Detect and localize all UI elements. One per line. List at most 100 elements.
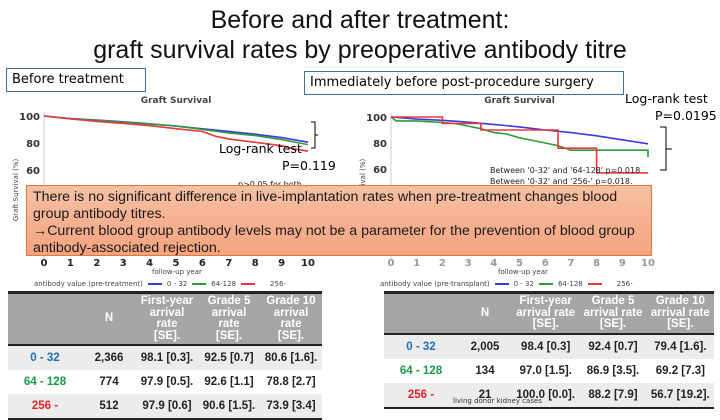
n-cell: 134 — [458, 358, 512, 383]
table-row: 0 - 32 2,005 98.4 [0.3] 92.4 [0.7] 79.4 … — [384, 333, 714, 359]
y5-cell: 92.4 [0.7] — [579, 333, 647, 359]
right-results-table: N First-year arrival rate [SE]. Grade 5 arr… — [384, 291, 714, 409]
left-x-tick: 8 — [252, 258, 259, 269]
right-legend-256: 256- — [616, 280, 633, 288]
table-row: 64 - 128 134 97.0 [1.5]. 86.9 [3.5]. 69.… — [384, 358, 714, 383]
y10-cell: 69.2 [7.3] — [646, 358, 714, 383]
before-surgery-label: Immediately before post-procedure surger… — [304, 71, 624, 95]
left-x-tick: 5 — [173, 258, 180, 269]
right-x-tick: 0 — [388, 258, 395, 269]
legend-swatch-blue — [147, 283, 162, 285]
legend-swatch-green — [538, 283, 553, 285]
right-x-tick: 2 — [439, 258, 446, 269]
left-results-table: N First-year arrival rate [SE]. Grade 5 arr… — [8, 291, 322, 420]
n-cell: 2,366 — [82, 345, 136, 370]
n-cell: 2,005 — [458, 333, 512, 359]
right-legend-0-32: 0 - 32 — [513, 280, 534, 288]
right-x-tick: 10 — [641, 258, 655, 269]
header-grade10: Grade 10 arrival rate [SE]. — [646, 291, 714, 335]
legend-swatch-blue — [494, 283, 509, 285]
left-x-tick: 4 — [146, 258, 153, 269]
header-group — [8, 291, 82, 346]
left-xlabel: follow-up year — [152, 268, 202, 276]
y10-cell: 80.6 [1.6]. — [260, 345, 322, 370]
group-cell: 256 - — [384, 382, 458, 409]
left-bracket — [311, 121, 318, 149]
right-x-tick: 9 — [619, 258, 626, 269]
left-note: p>0.05 for both — [238, 180, 302, 189]
y1-cell: 100.0 [0.0]. — [512, 382, 580, 409]
left-y-label: Graft Survival (%) — [12, 159, 20, 222]
right-x-tick: 5 — [516, 258, 523, 269]
right-legend-64-128: 64-128 — [557, 280, 583, 288]
table-row: 256 - 21 100.0 [0.0]. 88.2 [7.9] 56.7 [1… — [384, 382, 714, 409]
header-grade5: Grade 5 arrival rate [SE]. — [198, 291, 260, 346]
y5-cell: 86.9 [3.5]. — [579, 358, 647, 383]
group-cell: 256 - — [8, 394, 82, 420]
y5-cell: 92.5 [0.7] — [198, 345, 260, 370]
y5-cell: 92.6 [1.1] — [198, 370, 260, 394]
table-footnote: living donor kidney cases — [453, 397, 542, 405]
page-title-line2: graft survival rates by preoperative ant… — [93, 36, 627, 64]
right-title: Graft Survival — [484, 96, 555, 106]
right-logrank-label: Log-rank test — [625, 91, 708, 106]
left-legend-64-128: 64-128 — [211, 280, 237, 288]
y5-cell: 88.2 [7.9] — [579, 382, 647, 409]
right-note-1: Between '0-32' and '64-128' p=0.018 — [490, 166, 641, 175]
left-logrank-p: P=0.119 — [282, 158, 336, 173]
left-legend-0-32: 0 - 32 — [166, 280, 188, 288]
y10-cell: 56.7 [19.2]. — [646, 382, 714, 409]
y10-cell: 79.4 [1.6]. — [646, 333, 714, 359]
header-first-year: First-year arrival rate [SE]. — [512, 291, 580, 335]
y10-cell: 73.9 [3.4] — [260, 394, 322, 420]
right-x-tick: 7 — [567, 258, 574, 269]
right-x-tick: 6 — [542, 258, 549, 269]
header-group — [384, 291, 458, 335]
conclusion-callout: There is no significant difference in li… — [26, 185, 652, 256]
header-grade5: Grade 5 arrival rate [SE]. — [579, 291, 647, 335]
table-row: 256 - 512 97.9 [0.6] 90.6 [1.5]. 73.9 [3… — [8, 394, 322, 420]
right-x-tick: 4 — [490, 258, 497, 269]
header-n: N — [458, 291, 512, 335]
left-legend-256: 256- — [270, 280, 286, 288]
right-legend: antibody value (pre-transplant) 0 - 32 6… — [380, 280, 633, 288]
y1-cell: 98.4 [0.3] — [512, 333, 580, 359]
left-x-tick: 10 — [301, 258, 315, 269]
legend-swatch-red — [587, 283, 602, 285]
group-cell: 0 - 32 — [8, 345, 82, 370]
y1-cell: 97.0 [1.5]. — [512, 358, 580, 383]
callout-line2: →Current blood group antibody levels may… — [33, 223, 635, 256]
right-bracket — [660, 126, 672, 171]
left-y-tick: 100 — [19, 112, 40, 123]
left-x-tick: 0 — [41, 258, 48, 269]
left-x-tick: 9 — [278, 258, 285, 269]
table-header-row: N First-year arrival rate [SE]. Grade 5 arr… — [8, 291, 322, 346]
y5-cell: 90.6 [1.5]. — [198, 394, 260, 420]
right-logrank-p: P=0.0195 — [655, 108, 717, 123]
right-x-tick: 3 — [465, 258, 472, 269]
legend-swatch-red — [241, 283, 256, 285]
left-x-tick: 1 — [67, 258, 74, 269]
group-cell: 64 - 128 — [8, 370, 82, 394]
n-cell: 512 — [82, 394, 136, 420]
left-x-tick: 6 — [199, 258, 206, 269]
right-x-tick: 1 — [413, 258, 420, 269]
right-legend-title: antibody value (pre-transplant) — [380, 280, 490, 288]
right-y-tick: 80 — [373, 139, 387, 150]
left-y-tick: 60 — [26, 166, 40, 177]
y1-cell: 97.9 [0.5]. — [136, 370, 198, 394]
left-x-tick: 3 — [120, 258, 127, 269]
header-grade10: Grade 10 arrival rate [SE]. — [260, 291, 322, 346]
left-y-tick: 80 — [26, 139, 40, 150]
left-legend-title: antibody value (pre-treatment) — [34, 280, 143, 288]
left-series-256- — [43, 115, 309, 152]
y1-cell: 97.9 [0.6] — [136, 394, 198, 420]
right-series-256- — [391, 116, 648, 174]
callout-line1: There is no significant difference in li… — [33, 189, 618, 222]
left-survival-chart: Graft Survival 100 80 60 Graft Survival (%) 0… — [12, 96, 318, 269]
table-header-row: N First-year arrival rate [SE]. Grade 5 arr… — [384, 291, 714, 335]
left-logrank-label: Log-rank test — [219, 141, 302, 156]
left-x-tick: 2 — [93, 258, 100, 269]
group-cell: 64 - 128 — [384, 358, 458, 383]
